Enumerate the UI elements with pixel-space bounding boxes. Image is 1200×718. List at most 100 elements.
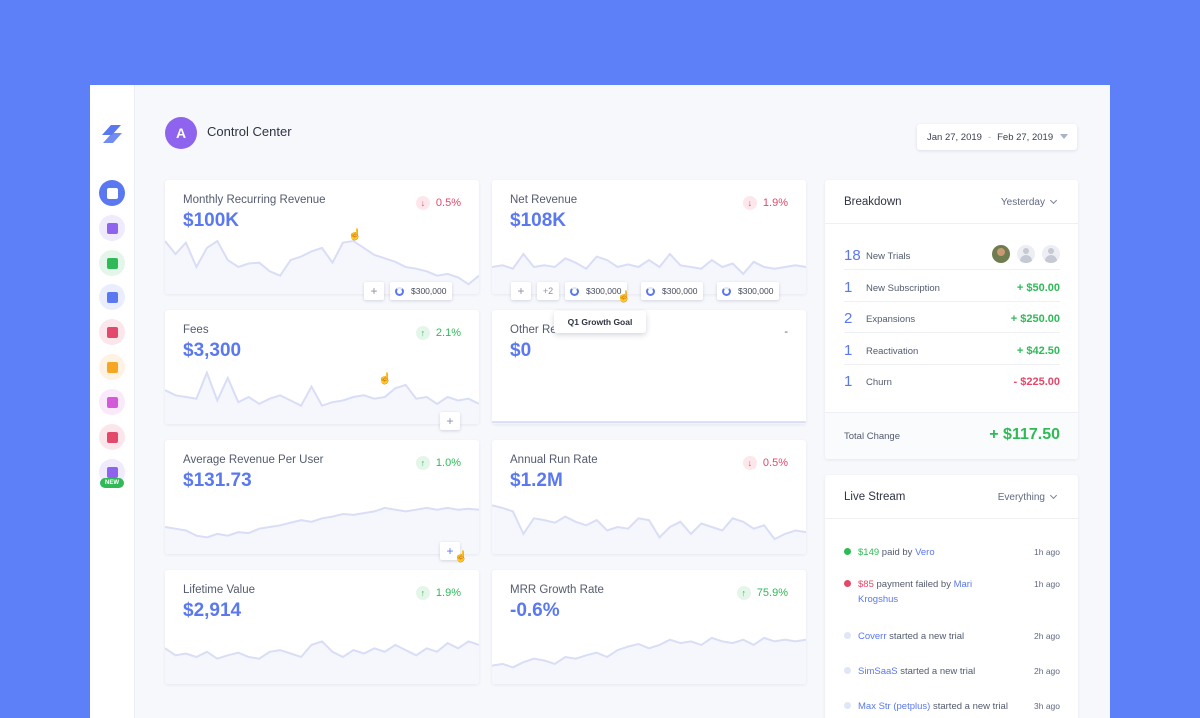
new-badge: NEW [100, 478, 124, 488]
sparkline-line [165, 506, 479, 539]
customer-link[interactable]: Coverr [858, 631, 887, 642]
metric-change: - [784, 326, 788, 338]
sidebar-item-layers[interactable] [99, 215, 125, 241]
sidebar-item-bar-chart[interactable] [99, 354, 125, 380]
metric-value: $100K [183, 210, 239, 231]
goal-chip[interactable]: $300,000 [565, 282, 628, 300]
breakdown-row[interactable]: 1 New Subscription + $50.00 [844, 271, 1060, 302]
breakdown-row[interactable]: 2 Expansions + $250.00 [844, 302, 1060, 333]
breakdown-row[interactable]: 18 New Trials [844, 239, 1060, 270]
metric-card[interactable]: Other Revenue $0- [492, 310, 806, 424]
metric-change: ↑ 1.9% [415, 586, 461, 600]
live-stream-panel: Live Stream Everything $149 paid by Vero… [825, 475, 1078, 718]
sparkline-chart [165, 640, 479, 684]
sparkline-line [165, 369, 479, 408]
chart-icon [106, 291, 118, 303]
logo-icon[interactable] [99, 121, 125, 145]
sidebar: NEW [90, 85, 135, 718]
caret-down-icon [1060, 134, 1068, 139]
sparkline-chart [165, 369, 479, 424]
avatar[interactable] [992, 245, 1010, 263]
event-time: 1h ago [1034, 579, 1060, 589]
metric-value: $0 [510, 340, 532, 361]
metric-change-value: 0.5% [762, 457, 788, 469]
breakdown-count: 2 [844, 310, 853, 327]
metric-card[interactable]: Monthly Recurring Revenue $100K ↓ 0.5% [165, 180, 479, 294]
event-amount: $149 [858, 547, 880, 558]
goal-tooltip: Q1 Growth Goal [554, 311, 646, 333]
pointer-cursor-icon: ☝ [348, 229, 362, 241]
add-goal-button[interactable]: + [511, 282, 531, 300]
live-stream-header: Live Stream Everything [825, 475, 1078, 519]
arrow-down-icon: ↓ [415, 196, 430, 210]
sparkline-area [165, 372, 479, 424]
status-dot-icon [844, 667, 851, 674]
metric-label: Annual Run Rate [510, 454, 598, 466]
metric-change-value: 1.0% [435, 457, 461, 469]
metric-card[interactable]: MRR Growth Rate -0.6% ↑ 75.9% [492, 570, 806, 684]
metric-change-value: 75.9% [756, 587, 788, 599]
metric-card[interactable]: Net Revenue $108K ↓ 1.9% [492, 180, 806, 294]
breakdown-filter-label: Yesterday [1000, 197, 1045, 208]
metric-change-value: 0.5% [435, 197, 461, 209]
event-time: 2h ago [1034, 666, 1060, 676]
layers-icon [106, 222, 118, 234]
metric-card[interactable]: Lifetime Value $2,914 ↑ 1.9% [165, 570, 479, 684]
event-description: Coverr started a new trial [858, 629, 1008, 644]
goal-chip[interactable]: $300,000 [641, 282, 704, 300]
metric-change-value: 1.9% [762, 197, 788, 209]
total-change-amount: + $117.50 [989, 426, 1060, 443]
sparkline-chart [165, 239, 479, 294]
breakdown-row[interactable]: 1 Reactivation + $42.50 [844, 334, 1060, 365]
goal-chip[interactable]: $300,000 [390, 282, 453, 300]
sparkline-line [492, 504, 806, 541]
sidebar-item-list[interactable] [99, 250, 125, 276]
event-text: started a new trial [930, 701, 1008, 712]
metric-value: $1.2M [510, 470, 563, 491]
total-change-row: Total Change + $117.50 [825, 412, 1078, 459]
breakdown-count: 1 [844, 341, 853, 359]
metric-card[interactable]: Average Revenue Per User $131.73 ↑ 1.0% [165, 440, 479, 554]
arrow-down-icon: ↓ [742, 196, 757, 210]
sidebar-item-tools[interactable] [99, 424, 125, 450]
customer-link[interactable]: SimSaaS [858, 666, 898, 677]
metric-change: ↑ 75.9% [736, 586, 788, 600]
sparkline-chart [492, 504, 806, 554]
app-window: NEW A Control Center Jan 27, 2019 - Feb … [90, 85, 1110, 718]
customer-link[interactable]: Mari Krogshus [858, 579, 973, 605]
avatar[interactable]: A [165, 117, 197, 149]
sidebar-item-dashboard[interactable] [99, 180, 125, 206]
sidebar-item-chart[interactable] [99, 284, 125, 310]
goal-chip[interactable]: $300,000 [717, 282, 780, 300]
more-goals-button[interactable]: +2 [537, 282, 559, 300]
sidebar-item-user[interactable] [99, 319, 125, 345]
customer-link[interactable]: Vero [915, 547, 935, 558]
add-goal-button[interactable]: + [364, 282, 384, 300]
metric-card[interactable]: Fees $3,300 ↑ 2.1% [165, 310, 479, 424]
progress-ring-icon [395, 286, 404, 296]
add-goal-button[interactable]: + [440, 412, 460, 430]
goal-value: $300,000 [662, 286, 698, 296]
add-goal-button[interactable]: + [440, 542, 460, 560]
event-time: 3h ago [1034, 701, 1060, 711]
sidebar-item-mail[interactable] [99, 389, 125, 415]
metric-change: ↑ 2.1% [415, 326, 461, 340]
breakdown-row[interactable]: 1 Churn - $225.00 [844, 365, 1060, 396]
user-icon [106, 326, 118, 338]
status-dot-icon [844, 580, 851, 587]
metric-value: -0.6% [510, 600, 560, 621]
goal-value: $300,000 [738, 286, 774, 296]
mail-icon [106, 396, 118, 408]
date-range-picker[interactable]: Jan 27, 2019 - Feb 27, 2019 [917, 124, 1077, 150]
customer-link[interactable]: Max Str (petplus) [858, 701, 931, 712]
sparkline-chart [492, 421, 806, 424]
event-text: payment failed by [873, 579, 954, 590]
live-stream-filter-dropdown[interactable]: Everything [998, 491, 1058, 503]
metric-label: Net Revenue [510, 194, 578, 206]
metric-change: ↓ 0.5% [742, 456, 788, 470]
metric-change-value: - [784, 326, 788, 338]
sparkline-area [492, 637, 806, 684]
metric-card[interactable]: Annual Run Rate $1.2M ↓ 0.5% [492, 440, 806, 554]
metric-label: Average Revenue Per User [183, 454, 324, 466]
breakdown-filter-dropdown[interactable]: Yesterday [1000, 196, 1058, 208]
